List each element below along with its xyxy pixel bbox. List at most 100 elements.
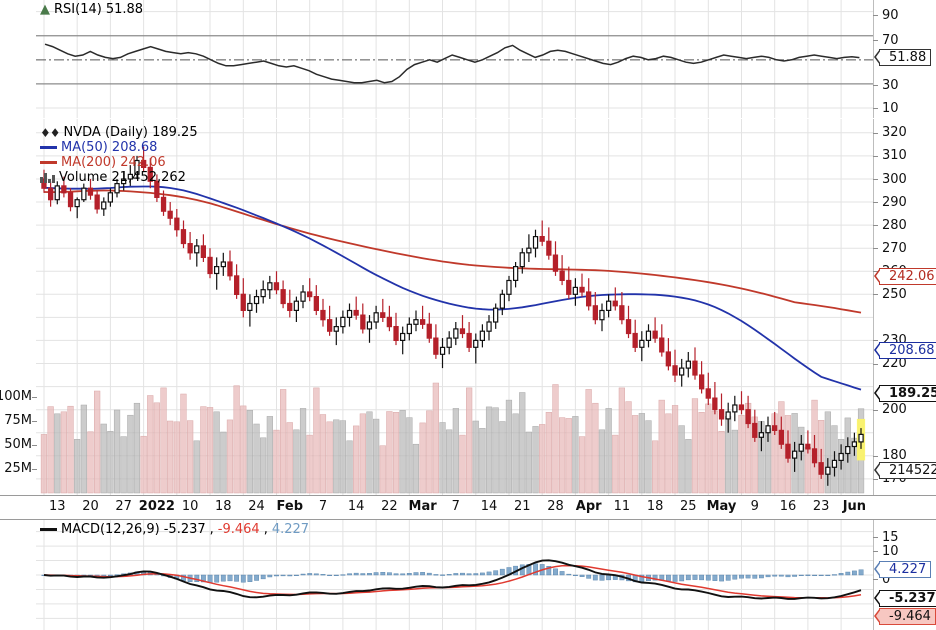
symbol-title: NVDA (Daily) 189.25 <box>63 124 198 140</box>
volume-axis: 100M 75M 50M 25M <box>0 119 37 495</box>
price-tick-310: 310 <box>882 148 907 164</box>
date-label-7: 7 <box>451 499 460 514</box>
volume-tick-mark <box>32 397 37 399</box>
volume-tick-50M: 50M <box>4 437 32 453</box>
macd-line-callout: -5.237 <box>874 590 936 607</box>
date-axis-bottom-divider <box>0 519 936 520</box>
macd-tick-15: 15 <box>882 530 899 545</box>
volume-value-callout: 214522 <box>874 462 936 479</box>
price-tick-mark <box>873 248 878 250</box>
volume-tick-25M: 25M <box>4 461 32 477</box>
rsi-tick-70: 70 <box>882 33 899 48</box>
price-tick-200: 200 <box>882 402 907 418</box>
date-axis-top-divider <box>0 495 936 496</box>
price-tick-mark <box>873 294 878 296</box>
volume-tick-mark <box>32 445 37 447</box>
macd-comma-1: , <box>209 521 214 537</box>
date-label-24: 24 <box>248 499 265 514</box>
date-label-28: 28 <box>547 499 564 514</box>
volume-label: Volume 21,452,262 <box>59 169 186 185</box>
price-axis[interactable]: 320310300290280270260250230220200180170 <box>873 119 936 495</box>
price-tick-290: 290 <box>882 194 907 210</box>
price-tick-300: 300 <box>882 171 907 187</box>
macd-color-swatch <box>40 528 57 531</box>
volume-tick-75M: 75M <box>4 413 32 429</box>
price-volume-panel[interactable]: 320310300290280270260250230220200180170 … <box>0 119 936 495</box>
macd-signal-callout: -9.464 <box>874 608 936 625</box>
date-label-23: 23 <box>812 499 830 514</box>
volume-bars-icon <box>40 172 55 183</box>
rsi-value: 51.88 <box>105 1 144 17</box>
date-label-7: 7 <box>318 499 328 514</box>
price-tick-mark <box>873 225 878 227</box>
date-label-14: 14 <box>347 499 365 514</box>
date-label-11: 11 <box>613 499 631 514</box>
date-label-2022: 2022 <box>138 499 175 514</box>
macd-value: -5.237 <box>163 521 206 537</box>
price-tick-180: 180 <box>882 448 907 464</box>
ma200-color-swatch <box>40 161 57 164</box>
price-tick-270: 270 <box>882 240 907 256</box>
rsi-plot-area[interactable] <box>36 0 873 118</box>
macd-signal-value: -9.464 <box>217 521 260 537</box>
axis-divider <box>873 520 874 630</box>
price-tick-mark <box>873 179 878 180</box>
date-label-27: 27 <box>115 499 132 514</box>
date-axis[interactable]: 13 20 27 2022 10 18 24 Feb 7 14 22 Mar 7 14 21 28 Apr 11 1… <box>36 496 873 518</box>
volume-tick-mark <box>32 421 37 423</box>
rsi-value-callout: 51.88 <box>873 49 932 66</box>
macd-comma-2: , <box>263 521 268 537</box>
price-tick-280: 280 <box>882 217 907 233</box>
volume-tick-mark <box>32 469 37 471</box>
rsi-panel[interactable]: 90 70 30 10 ▲ RSI(14) 51.88 51.88 <box>0 0 936 118</box>
rsi-tick-30: 30 <box>882 78 899 93</box>
date-label-14: 14 <box>480 499 498 514</box>
macd-plot-area[interactable] <box>36 520 873 630</box>
volume-tick-100M: 100M <box>0 389 32 405</box>
date-label-18: 18 <box>215 499 232 514</box>
price-tick-mark <box>873 363 878 365</box>
date-label-10: 10 <box>181 499 199 514</box>
rsi-tick-10: 10 <box>882 101 899 116</box>
axis-divider <box>873 119 874 495</box>
macd-legend: MACD(12,26,9) -5.237 , -9.464 , 4.227 <box>40 522 309 537</box>
price-tick-mark <box>873 340 878 342</box>
date-label-20: 20 <box>82 499 99 514</box>
macd-histogram-callout: 4.227 <box>873 561 932 578</box>
price-tick-mark <box>873 202 878 203</box>
macd-tick-0: 0 <box>882 572 891 587</box>
price-tick-mark <box>873 155 878 157</box>
candle-icon: ♦♦ <box>40 125 60 140</box>
date-label-16: 16 <box>779 499 797 514</box>
rsi-tick-90: 90 <box>882 8 899 23</box>
date-label-25: 25 <box>680 499 697 514</box>
price-tick-mark <box>873 132 878 134</box>
legend-row-ma200[interactable]: MA(200) 242.06 <box>40 155 198 170</box>
legend-row-ma50[interactable]: MA(50) 208.68 <box>40 140 198 155</box>
price-tick-mark <box>873 455 878 457</box>
rsi-label: RSI(14) <box>54 1 102 17</box>
macd-label: MACD(12,26,9) <box>61 521 160 537</box>
price-tick-220: 220 <box>882 356 907 371</box>
ma200-value-callout: 242.06 <box>874 268 936 285</box>
legend-row-volume[interactable]: Volume 21,452,262 <box>40 170 198 185</box>
price-tick-mark <box>873 409 878 411</box>
date-label-May: May <box>706 499 737 514</box>
axis-divider <box>873 0 874 118</box>
date-label-Jun: Jun <box>842 499 867 514</box>
date-label-13: 13 <box>49 499 66 514</box>
macd-tick-10: 10 <box>882 544 899 559</box>
legend-row-symbol: ♦♦ NVDA (Daily) 189.25 <box>40 125 198 140</box>
date-label-21: 21 <box>514 499 531 514</box>
macd-histogram-value: 4.227 <box>271 521 310 537</box>
price-plot-area[interactable] <box>36 119 873 495</box>
ma50-color-swatch <box>40 146 57 149</box>
rsi-indicator-icon: ▲ <box>40 1 50 17</box>
macd-panel[interactable]: 15 10 0 MACD(12,26,9) -5.237 , -9.464 , … <box>0 520 936 630</box>
price-tick-250: 250 <box>882 286 907 302</box>
price-tick-320: 320 <box>882 125 907 141</box>
date-label-Apr: Apr <box>575 499 602 514</box>
last-price-callout: 189.25 <box>873 385 936 402</box>
ma50-value-callout: 208.68 <box>874 342 936 359</box>
